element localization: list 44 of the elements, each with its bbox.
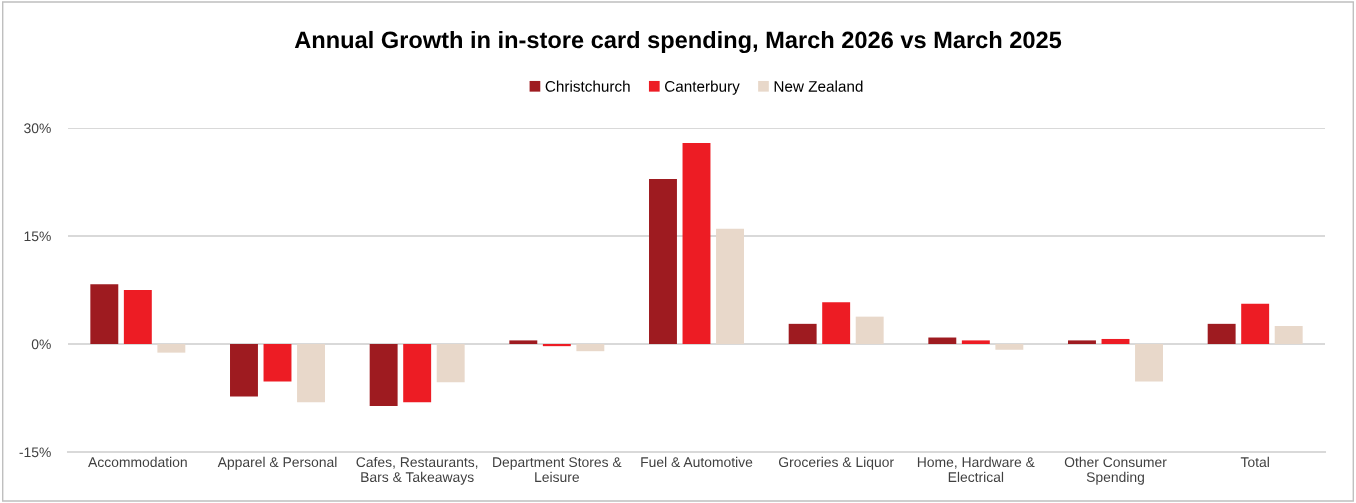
legend-label: Christchurch — [545, 80, 630, 92]
bar — [436, 344, 465, 383]
bar — [90, 284, 119, 344]
bar — [123, 290, 152, 344]
x-tick-label: Apparel & Personal — [217, 456, 337, 470]
bar — [1274, 326, 1303, 344]
bar — [157, 344, 186, 353]
bar — [855, 316, 884, 344]
legend-label: New Zealand — [774, 80, 863, 92]
bar — [230, 344, 258, 397]
bar — [788, 323, 817, 344]
x-tick-label: Total — [1240, 456, 1269, 468]
y-tick-label: -15% — [19, 447, 51, 458]
bar — [1241, 303, 1270, 344]
x-tick-label: Home, Hardware & Electrical — [917, 456, 1035, 483]
x-tick-label: Fuel & Automotive — [641, 456, 753, 468]
bar — [822, 302, 851, 344]
bar — [509, 340, 538, 344]
bar — [1135, 344, 1163, 382]
bar — [1101, 338, 1130, 344]
bar — [1207, 323, 1236, 344]
x-tick-label: Accommodation — [88, 456, 187, 468]
bar — [369, 344, 398, 406]
x-tick-label: Groceries & Liquor — [778, 456, 894, 470]
y-tick-label: 15% — [24, 231, 51, 242]
bar — [995, 344, 1024, 350]
bar — [297, 344, 325, 403]
x-tick-label: Cafes, Restaurants, Bars & Takeaways — [356, 456, 478, 485]
bar — [1068, 340, 1096, 344]
legend-label: Canterbury — [665, 80, 740, 95]
y-tick-label: 0% — [31, 339, 51, 350]
x-tick-label: Department Stores & Leisure — [493, 457, 622, 483]
x-tick-label: Other Consumer Spending — [1064, 456, 1167, 485]
bar — [682, 143, 711, 344]
bar — [716, 228, 744, 344]
bar — [649, 179, 677, 344]
bar — [542, 344, 571, 347]
chart-title: Annual Growth in in-store card spending, March 2026 vs March 2025 — [294, 30, 1062, 54]
y-tick-label: 30% — [24, 123, 51, 134]
bar — [263, 344, 292, 382]
bar — [576, 344, 605, 352]
bar — [403, 344, 432, 403]
bar — [961, 340, 990, 344]
bar — [928, 337, 957, 344]
